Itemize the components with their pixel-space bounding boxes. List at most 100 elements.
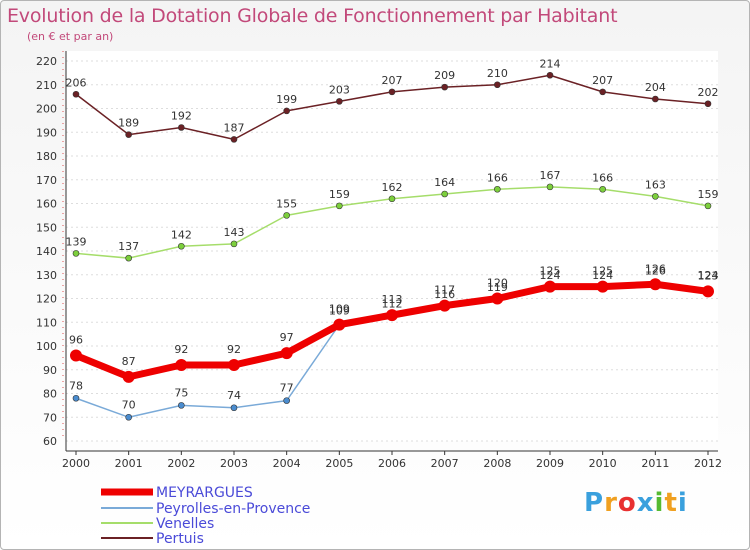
y-tick-label: 180	[36, 150, 57, 163]
y-tick-label: 60	[43, 435, 57, 448]
data-label: 202	[698, 86, 719, 99]
logo-letter: x	[636, 488, 655, 518]
data-label: 124	[592, 269, 613, 282]
y-tick-label: 210	[36, 79, 57, 92]
data-label: 75	[174, 386, 188, 399]
data-label: 155	[276, 197, 297, 210]
y-tick-label: 80	[43, 388, 57, 401]
data-label: 123	[698, 269, 719, 282]
data-label: 162	[382, 181, 403, 194]
data-point	[649, 278, 662, 291]
data-point	[438, 299, 451, 312]
data-label: 166	[592, 171, 613, 184]
logo-letter: P	[584, 488, 605, 518]
x-tick-label: 2009	[536, 457, 564, 470]
x-tick-label: 2005	[325, 457, 353, 470]
data-point	[652, 95, 659, 103]
data-label: 159	[698, 188, 719, 201]
data-point	[494, 81, 501, 89]
data-label: 109	[329, 303, 350, 316]
data-label: 117	[434, 284, 455, 297]
y-tick-label: 160	[36, 198, 57, 211]
legend-label: Venelles	[156, 516, 214, 532]
chart-title: Evolution de la Dotation Globale de Fonc…	[7, 5, 618, 27]
data-point	[125, 131, 132, 138]
data-point	[283, 397, 290, 404]
data-label: 209	[434, 69, 455, 82]
data-point	[230, 136, 238, 143]
data-label: 109	[329, 305, 350, 318]
data-label: 207	[382, 74, 403, 87]
data-label: 192	[171, 110, 192, 123]
x-tick-label: 2011	[641, 457, 669, 470]
data-label: 119	[487, 281, 508, 294]
data-point	[494, 185, 501, 193]
data-label: 92	[227, 343, 241, 356]
logo-letter: i	[677, 488, 688, 518]
data-point	[178, 124, 185, 131]
data-label: 125	[540, 265, 561, 278]
data-point	[441, 190, 448, 198]
legend-label: Pertuis	[156, 531, 204, 547]
data-label: 142	[171, 228, 192, 241]
data-label: 210	[487, 67, 508, 80]
y-tick-label: 150	[36, 221, 57, 234]
data-label: 96	[69, 334, 83, 347]
data-point	[72, 90, 80, 98]
data-point	[72, 250, 80, 257]
data-label: 189	[118, 117, 139, 130]
x-tick-label: 2010	[589, 457, 617, 470]
data-point	[228, 359, 240, 371]
data-point	[125, 413, 132, 421]
x-tick-label: 2003	[220, 457, 248, 470]
data-point	[544, 280, 556, 293]
legend-label: MEYRARGUES	[156, 485, 253, 501]
data-point	[283, 107, 290, 115]
data-label: 126	[645, 264, 666, 277]
y-tick-label: 110	[36, 316, 57, 329]
data-point	[388, 195, 396, 203]
data-point	[70, 349, 82, 362]
data-point	[599, 88, 606, 96]
data-point	[125, 254, 132, 262]
data-label: 125	[592, 265, 613, 278]
data-label: 70	[122, 398, 136, 411]
y-tick-label: 220	[36, 55, 57, 68]
data-point	[546, 71, 554, 79]
data-point	[283, 212, 290, 219]
data-label: 77	[280, 382, 294, 395]
data-label: 206	[66, 76, 87, 89]
data-label: 124	[698, 269, 719, 282]
x-tick-label: 2008	[483, 457, 511, 470]
data-point	[178, 402, 185, 409]
data-point	[122, 370, 135, 383]
data-label: 199	[276, 93, 297, 106]
logo-letter: i	[654, 488, 665, 518]
data-point	[333, 318, 346, 331]
data-label: 143	[224, 226, 245, 239]
chart-subtitle: (en € et par an)	[27, 30, 114, 43]
logo-letter: r	[604, 488, 618, 518]
data-point	[704, 100, 712, 108]
data-label: 112	[382, 298, 403, 311]
x-tick-label: 2002	[167, 457, 195, 470]
data-point	[336, 98, 343, 105]
y-tick-label: 130	[36, 269, 57, 282]
y-tick-label: 90	[43, 364, 57, 377]
data-label: 187	[224, 121, 245, 134]
data-point	[704, 202, 712, 210]
data-point	[596, 280, 609, 293]
x-tick-label: 2007	[431, 457, 459, 470]
x-tick-label: 2006	[378, 457, 406, 470]
y-tick-label: 100	[36, 340, 57, 353]
y-tick-label: 200	[36, 103, 57, 116]
data-label: 124	[540, 269, 561, 282]
data-point	[546, 183, 554, 191]
data-point	[702, 285, 714, 298]
data-label: 92	[174, 343, 188, 356]
data-point	[388, 88, 396, 96]
proxiti-logo: Proxiti	[584, 488, 688, 518]
data-label: 120	[487, 277, 508, 290]
